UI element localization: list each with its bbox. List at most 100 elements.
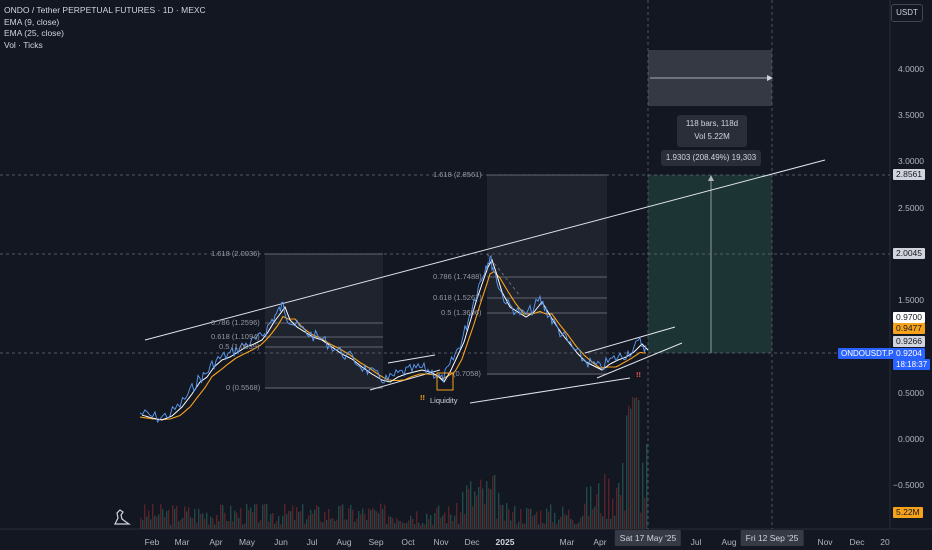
countdown-tag: 18:18:37: [893, 359, 931, 370]
volume-bar: [488, 488, 490, 529]
liquidity-box[interactable]: [436, 372, 454, 391]
volume-bar: [342, 504, 344, 529]
volume-bar: [440, 517, 442, 529]
volume-bar: [604, 473, 606, 529]
fib-zone-left[interactable]: [265, 254, 383, 389]
volume-bar: [384, 504, 386, 529]
ema-25-line: [139, 270, 647, 421]
volume-bar: [218, 521, 220, 529]
volume-bar: [544, 523, 546, 529]
volume-bar: [638, 400, 640, 529]
volume-bar: [172, 505, 174, 529]
volume-bar: [292, 505, 294, 529]
volume-bar: [554, 512, 556, 529]
legend-ema9[interactable]: EMA (9, close): [4, 16, 60, 27]
volume-bar: [562, 506, 564, 529]
volume-bar: [146, 516, 148, 529]
volume-bar: [630, 408, 632, 529]
volume-bar: [642, 462, 644, 529]
volume-bar: [302, 504, 304, 529]
volume-bar: [344, 519, 346, 529]
volume-bar: [186, 511, 188, 529]
volume-bar: [530, 508, 532, 529]
volume-bar: [358, 510, 360, 529]
currency-button[interactable]: USDT: [891, 4, 923, 22]
time-tag-end: Fri 12 Sep '25: [740, 530, 804, 546]
volume-bar: [542, 522, 544, 529]
legend-vol[interactable]: Vol · Ticks: [4, 39, 43, 50]
volume-bar: [290, 511, 292, 529]
volume-bar: [550, 504, 552, 529]
volume-bar: [410, 515, 412, 529]
volume-bar: [336, 519, 338, 529]
time-tag-start: Sat 17 May '25: [614, 530, 682, 546]
volume-bar: [152, 503, 154, 529]
volume-bar: [628, 405, 630, 529]
volume-bar: [518, 521, 520, 529]
volume-bar: [178, 521, 180, 529]
volume-bar: [376, 511, 378, 529]
volume-bar: [404, 523, 406, 529]
volume-bar: [142, 520, 144, 529]
legend-symbol[interactable]: ONDO / Tether PERPETUAL FUTURES · 1D · M…: [4, 5, 206, 15]
volume-bar: [294, 519, 296, 529]
warning-mark-right: !!: [636, 370, 641, 379]
volume-bar: [412, 518, 414, 529]
volume-bar: [258, 522, 260, 529]
time-axis-label: Nov: [433, 537, 449, 547]
volume-bar: [558, 519, 560, 529]
volume-bar: [608, 478, 610, 529]
volume-bar: [394, 523, 396, 529]
volume-bar: [618, 482, 620, 529]
volume-bar: [362, 508, 364, 529]
time-axis-label: May: [238, 537, 256, 547]
fib-label: 0.5 (1.0039): [219, 342, 260, 351]
volume-bar: [380, 503, 382, 529]
volume-bar: [250, 507, 252, 529]
volume-bar: [274, 523, 276, 529]
volume-bar: [594, 506, 596, 529]
target-zone[interactable]: [648, 175, 772, 353]
volume-bar: [326, 519, 328, 529]
volume-bar: [240, 507, 242, 529]
volume-bar: [368, 508, 370, 529]
fib-zone-right[interactable]: [487, 175, 607, 375]
volume-bar: [278, 516, 280, 529]
fib-label: 0.618 (1.5267): [433, 293, 482, 302]
volume-bar: [634, 398, 636, 529]
fib-label: (0.7058): [453, 369, 481, 378]
volume-bar: [592, 509, 594, 529]
volume-bar: [444, 512, 446, 529]
price-change-tooltip: 1.9303 (208.49%) 19,303: [661, 150, 761, 166]
time-axis-label: 2025: [495, 537, 515, 547]
volume-bar: [232, 521, 234, 529]
volume-bar: [466, 485, 468, 529]
price-tag-entry: 0.9266: [893, 336, 925, 347]
volume-bar: [490, 489, 492, 529]
volume-bar: [504, 520, 506, 529]
volume-bar: [450, 514, 452, 529]
volume-bar: [432, 524, 434, 529]
time-axis-label: Dec: [464, 537, 480, 547]
volume-bar: [206, 512, 208, 529]
volume-bar: [492, 476, 494, 529]
volume-bar: [556, 523, 558, 529]
volume-bar: [236, 512, 238, 529]
time-axis-label: Aug: [721, 537, 737, 547]
time-axis-label: Nov: [817, 537, 833, 547]
volume-bar: [600, 513, 602, 529]
tradingview-logo-icon[interactable]: [112, 508, 132, 526]
legend-ema25[interactable]: EMA (25, close): [4, 28, 64, 38]
volume-bar: [348, 508, 350, 529]
volume-bar: [424, 524, 426, 529]
volume-bar: [458, 523, 460, 529]
volume-bar: [434, 513, 436, 529]
volume-bar: [318, 506, 320, 529]
volume-bars: [140, 396, 648, 529]
volume-bar: [646, 443, 648, 529]
volume-bar: [548, 511, 550, 529]
volume-bar: [640, 512, 642, 529]
volume-bar: [402, 522, 404, 529]
volume-bar: [632, 396, 634, 529]
